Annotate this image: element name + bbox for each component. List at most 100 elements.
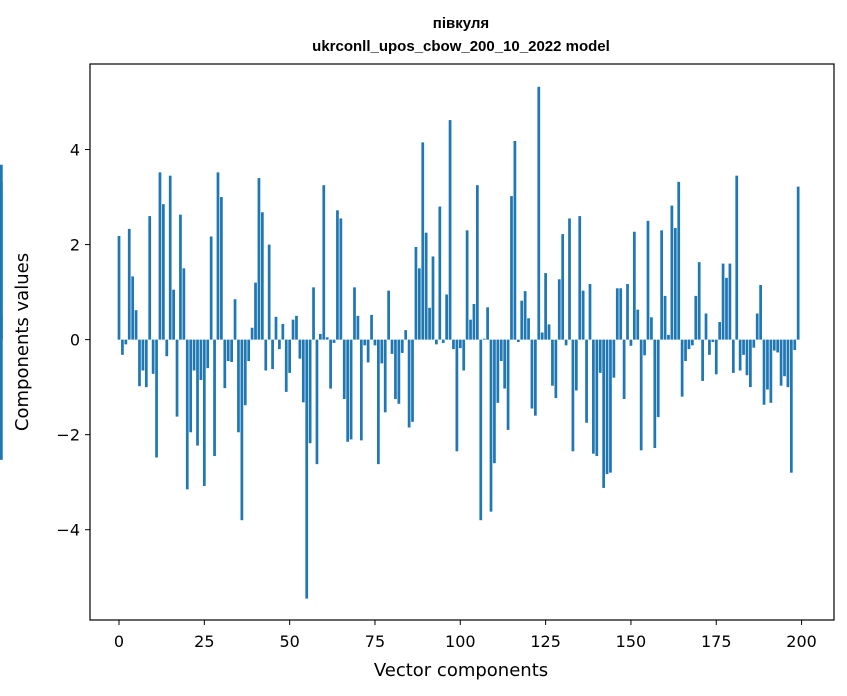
bar bbox=[349, 339, 353, 440]
bar bbox=[499, 339, 503, 361]
bar bbox=[390, 339, 394, 354]
bar bbox=[609, 339, 612, 473]
bar bbox=[411, 339, 414, 422]
bar bbox=[762, 339, 766, 405]
bar bbox=[359, 339, 363, 441]
x-tick-label: 0 bbox=[114, 632, 124, 651]
bar bbox=[0, 339, 3, 460]
bar bbox=[254, 282, 257, 340]
bar bbox=[714, 339, 718, 375]
bar bbox=[506, 339, 510, 430]
bar bbox=[516, 339, 520, 342]
bar bbox=[595, 339, 599, 457]
bar bbox=[291, 319, 295, 340]
bar bbox=[117, 236, 121, 340]
bar bbox=[0, 181, 3, 340]
bar bbox=[776, 339, 780, 353]
bar bbox=[479, 339, 483, 521]
bar bbox=[677, 181, 681, 340]
bar bbox=[537, 86, 541, 340]
bar bbox=[564, 339, 568, 346]
bar bbox=[233, 299, 237, 340]
bar bbox=[438, 206, 442, 340]
bar bbox=[342, 339, 346, 400]
bar bbox=[735, 175, 739, 340]
bar bbox=[220, 197, 223, 340]
bar bbox=[544, 273, 547, 340]
bar bbox=[486, 307, 489, 340]
bar bbox=[267, 244, 271, 340]
bar bbox=[240, 339, 244, 521]
x-axis-label: Vector components bbox=[374, 660, 548, 681]
bar bbox=[230, 339, 233, 362]
bar bbox=[144, 339, 148, 388]
bar bbox=[619, 288, 623, 340]
bar bbox=[472, 303, 476, 340]
bar bbox=[691, 339, 694, 346]
bar bbox=[168, 175, 172, 340]
bar bbox=[694, 295, 698, 340]
bar bbox=[373, 339, 377, 346]
bar bbox=[643, 339, 646, 356]
bar bbox=[0, 316, 3, 340]
x-tick-label: 50 bbox=[279, 632, 299, 651]
bar bbox=[663, 295, 667, 340]
bar bbox=[568, 218, 571, 340]
bar bbox=[752, 339, 756, 348]
bar bbox=[708, 339, 711, 355]
x-axis-ticks: 0 25 50 75 100 125 150 175 200 bbox=[114, 620, 817, 651]
bar bbox=[636, 309, 640, 340]
bar bbox=[247, 339, 251, 361]
bar bbox=[301, 339, 305, 403]
bar bbox=[728, 263, 732, 340]
bar bbox=[295, 315, 298, 340]
bar bbox=[435, 339, 438, 345]
bar bbox=[284, 339, 288, 392]
bar bbox=[745, 339, 749, 376]
bar bbox=[336, 210, 339, 340]
bar bbox=[581, 290, 585, 340]
bar bbox=[653, 339, 657, 448]
bar bbox=[308, 339, 312, 444]
bar bbox=[605, 339, 609, 475]
bar bbox=[138, 339, 141, 387]
bar bbox=[452, 339, 455, 350]
bar bbox=[667, 334, 670, 340]
bar bbox=[363, 339, 367, 346]
bar bbox=[571, 339, 575, 452]
bar bbox=[124, 339, 128, 345]
y-tick-label: 0 bbox=[70, 331, 80, 350]
bar bbox=[209, 236, 213, 340]
bar bbox=[749, 339, 752, 388]
chart-subtitle: ukrconll_upos_cbow_200_10_2022 model bbox=[312, 38, 610, 55]
bar bbox=[684, 339, 687, 361]
bar bbox=[769, 339, 773, 403]
bar bbox=[243, 339, 247, 406]
bar bbox=[523, 291, 527, 340]
bar bbox=[513, 140, 517, 340]
bar bbox=[527, 318, 530, 340]
bar bbox=[482, 338, 486, 340]
bar bbox=[274, 316, 278, 340]
y-axis-label: Components values bbox=[12, 253, 33, 431]
bar bbox=[414, 246, 418, 340]
bar bbox=[588, 284, 592, 340]
x-tick-label: 25 bbox=[194, 632, 214, 651]
bar bbox=[206, 339, 210, 369]
bar bbox=[127, 228, 131, 340]
bar bbox=[158, 172, 162, 340]
bar bbox=[121, 339, 124, 355]
bar bbox=[489, 339, 493, 512]
bar bbox=[718, 322, 722, 340]
bar bbox=[462, 339, 466, 371]
bar bbox=[151, 339, 155, 374]
bar bbox=[598, 339, 602, 373]
y-tick-label: 4 bbox=[70, 141, 80, 160]
bar bbox=[779, 339, 783, 386]
bar bbox=[469, 319, 472, 340]
bar bbox=[721, 263, 725, 340]
bar bbox=[162, 204, 165, 340]
bar bbox=[305, 339, 309, 599]
bar bbox=[281, 323, 285, 340]
